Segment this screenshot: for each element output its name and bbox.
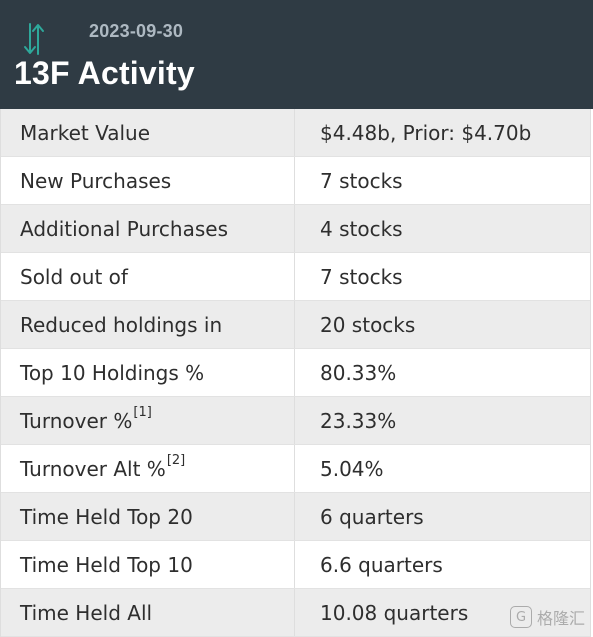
table-row-additional-purchases: Additional Purchases 4 stocks (1, 205, 590, 253)
report-date: 2023-09-30 (89, 21, 184, 41)
row-label: New Purchases (1, 157, 295, 204)
page-title: 13F Activity (14, 55, 195, 91)
table-row-reduced-holdings: Reduced holdings in 20 stocks (1, 301, 590, 349)
row-value: 7 stocks (320, 168, 403, 193)
activity-table: Market Value $4.48b, Prior: $4.70b New P… (0, 109, 591, 637)
row-label-with-footnote: Turnover % [1] (1, 397, 295, 444)
row-value: 20 stocks (320, 312, 416, 337)
table-row-time-held-all: Time Held All 10.08 quarters (1, 589, 590, 637)
table-row-turnover-alt: Turnover Alt % [2] 5.04% (1, 445, 590, 493)
row-label: Reduced holdings in (1, 301, 295, 348)
row-value: 80.33% (320, 360, 397, 385)
row-value: 5.04% (320, 456, 384, 481)
row-value: 4 stocks (320, 216, 403, 241)
activity-header: 2023-09-30 13F Activity (0, 0, 593, 109)
table-row-top-10-holdings: Top 10 Holdings % 80.33% (1, 349, 590, 397)
row-label: Sold out of (1, 253, 295, 300)
row-value: 6.6 quarters (320, 552, 443, 577)
table-row-new-purchases: New Purchases 7 stocks (1, 157, 590, 205)
watermark-logo-icon: G (509, 606, 532, 628)
table-row-time-held-top-20: Time Held Top 20 6 quarters (1, 493, 590, 541)
row-label: Time Held Top 10 (1, 541, 295, 588)
row-value: 6 quarters (320, 504, 424, 529)
table-row-turnover: Turnover % [1] 23.33% (1, 397, 590, 445)
row-value: 10.08 quarters (320, 600, 469, 625)
row-label-with-footnote: Turnover Alt % [2] (1, 445, 295, 492)
row-label: Turnover Alt % (20, 456, 166, 481)
row-value: $4.48b, Prior: $4.70b (320, 120, 532, 145)
watermark: G 格隆汇 (509, 605, 585, 629)
footnote-ref[interactable]: [2] (166, 453, 186, 468)
row-label: Top 10 Holdings % (1, 349, 295, 396)
row-label: Time Held All (1, 589, 295, 636)
row-label: Turnover % (20, 408, 133, 433)
row-label: Additional Purchases (1, 205, 295, 252)
row-value: 7 stocks (320, 264, 403, 289)
up-down-arrows-icon (22, 20, 48, 58)
watermark-text: 格隆汇 (536, 609, 585, 628)
row-label: Time Held Top 20 (1, 493, 295, 540)
table-row-sold-out-of: Sold out of 7 stocks (1, 253, 590, 301)
row-value: 23.33% (320, 408, 397, 433)
table-row-market-value: Market Value $4.48b, Prior: $4.70b (1, 109, 590, 157)
table-row-time-held-top-10: Time Held Top 10 6.6 quarters (1, 541, 590, 589)
footnote-ref[interactable]: [1] (133, 405, 152, 420)
row-label: Market Value (1, 109, 295, 156)
